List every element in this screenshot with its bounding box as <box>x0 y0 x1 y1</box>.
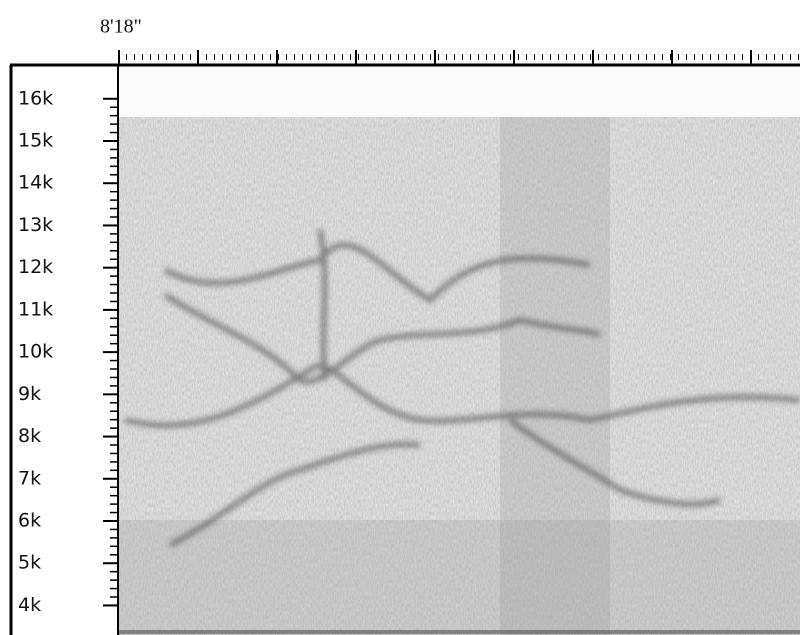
y-tick-label: 9k <box>18 383 41 405</box>
y-tick-label: 5k <box>18 552 41 574</box>
y-tick-label: 10k <box>18 341 53 363</box>
y-tick-label: 8k <box>18 425 41 447</box>
y-tick-label: 16k <box>18 87 53 109</box>
y-tick-label: 13k <box>18 214 53 236</box>
y-tick-label: 7k <box>18 467 41 489</box>
spectrogram-view: 8'18" 16k 15k 14k 13k 12k 11k 10k 9k 8k 7k 6k 5k 4k <box>0 0 800 635</box>
y-tick-label: 6k <box>18 510 41 532</box>
y-tick-label: 12k <box>18 256 53 278</box>
y-tick-label: 14k <box>18 172 53 194</box>
y-tick-label: 15k <box>18 130 53 152</box>
y-tick-label: 4k <box>18 594 41 616</box>
time-label: 8'18" <box>100 16 142 38</box>
top-axis <box>10 50 800 65</box>
frequency-axis: 16k 15k 14k 13k 12k 11k 10k 9k 8k 7k 6k 5k 4k <box>11 65 118 635</box>
spectrogram-image <box>118 65 800 635</box>
y-tick-label: 11k <box>18 298 53 320</box>
